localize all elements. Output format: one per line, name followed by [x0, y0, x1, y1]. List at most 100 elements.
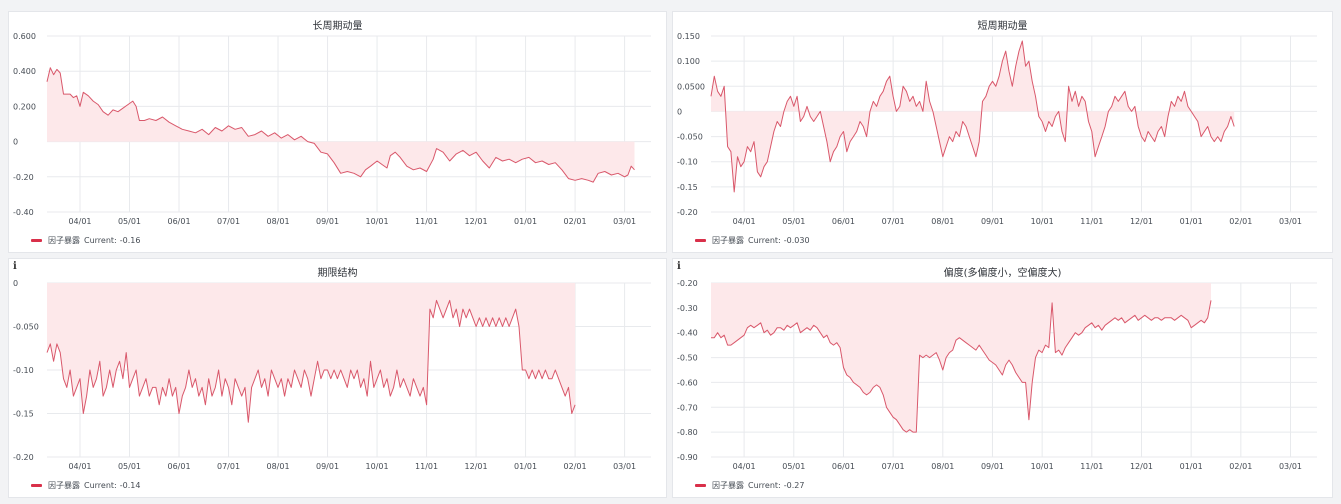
- chart-title: 长周期动量: [312, 21, 363, 32]
- x-tick-label: 02/01: [564, 462, 587, 471]
- y-tick-label: -0.15: [677, 183, 698, 192]
- x-tick-label: 04/01: [68, 217, 91, 226]
- x-tick-label: 11/01: [1080, 217, 1103, 226]
- y-tick-label: 0.400: [13, 67, 36, 76]
- legend-current-value: -0.27: [783, 481, 805, 490]
- y-tick-label: -0.90: [677, 453, 698, 462]
- x-tick-label: 07/01: [217, 217, 240, 226]
- x-tick-label: 12/01: [1130, 217, 1153, 226]
- y-tick-label: 0.600: [13, 32, 36, 41]
- chart-plot: -0.20 -0.15 -0.10 -0.050 0 04/01 05/01 06/01 07/…: [13, 279, 651, 471]
- x-tick-label: 03/01: [613, 462, 636, 471]
- legend-series-name: 因子暴露: [712, 236, 744, 245]
- chart-legend[interactable]: 因子暴露 Current: -0.14: [31, 480, 140, 491]
- y-tick-label: -0.10: [13, 366, 34, 375]
- y-tick-label: -0.050: [13, 323, 39, 332]
- y-tick-label: -0.10: [677, 158, 698, 167]
- x-tick-label: 03/01: [1279, 462, 1302, 471]
- series-area: [711, 41, 1235, 192]
- series-area: [711, 283, 1211, 433]
- x-tick-label: 06/01: [167, 462, 190, 471]
- y-tick-label: -0.20: [677, 208, 698, 217]
- y-tick-label: -0.15: [13, 410, 34, 419]
- x-tick-label: 11/01: [415, 462, 438, 471]
- x-tick-label: 04/01: [733, 217, 756, 226]
- x-tick-label: 07/01: [882, 462, 905, 471]
- y-tick-label: 0: [13, 138, 18, 147]
- x-tick-label: 05/01: [118, 217, 141, 226]
- x-tick-label: 02/01: [564, 217, 587, 226]
- x-tick-label: 06/01: [832, 217, 855, 226]
- x-tick-label: 04/01: [733, 462, 756, 471]
- chart-title: 短周期动量: [977, 21, 1028, 32]
- y-tick-label: -0.30: [677, 304, 698, 313]
- x-tick-label: 09/01: [316, 462, 339, 471]
- chart-title: 期限结构: [317, 268, 358, 279]
- x-tick-label: 08/01: [931, 462, 954, 471]
- y-tick-label: 0.200: [13, 102, 36, 111]
- legend-current-value: -0.16: [119, 236, 141, 245]
- x-tick-label: 12/01: [465, 462, 488, 471]
- x-tick-label: 02/01: [1229, 217, 1252, 226]
- x-tick-label: 01/01: [1180, 462, 1203, 471]
- chart-panel-term-structure: i 期限结构 -0.20 -0.15 -0.10 -0.050 0 04/01 05/01 0…: [8, 258, 667, 498]
- x-tick-label: 08/01: [931, 217, 954, 226]
- x-tick-label: 03/01: [1279, 217, 1302, 226]
- chart-plot: -0.20 -0.15 -0.10 -0.050 0 0.0500 0.100 0.150 04…: [677, 32, 1317, 226]
- x-tick-label: 08/01: [267, 462, 290, 471]
- chart-panel-skewness: i 偏度(多偏度小，空偏度大) -0.90 -0.80 -0.70 -0.60 -0.5…: [672, 258, 1333, 498]
- chart-legend[interactable]: 因子暴露 Current: -0.27: [695, 480, 804, 491]
- chart-legend[interactable]: 因子暴露 Current: -0.16: [31, 235, 140, 246]
- chart-title: 偏度(多偏度小，空偏度大): [943, 268, 1062, 279]
- legend-swatch: [31, 239, 42, 242]
- y-tick-label: 0: [677, 107, 682, 116]
- x-tick-label: 10/01: [1031, 217, 1054, 226]
- x-tick-label: 05/01: [782, 217, 805, 226]
- legend-current-label: Current:: [84, 481, 117, 490]
- x-tick-label: 03/01: [613, 217, 636, 226]
- x-tick-label: 10/01: [366, 462, 389, 471]
- chart-legend[interactable]: 因子暴露 Current: -0.030: [695, 235, 810, 246]
- y-tick-label: 0.0500: [677, 82, 705, 91]
- x-tick-label: 09/01: [981, 462, 1004, 471]
- x-tick-label: 02/01: [1229, 462, 1252, 471]
- x-tick-label: 06/01: [167, 217, 190, 226]
- x-tick-label: 07/01: [882, 217, 905, 226]
- x-tick-label: 07/01: [217, 462, 240, 471]
- info-icon[interactable]: i: [13, 261, 17, 272]
- legend-current-label: Current:: [748, 236, 781, 245]
- legend-series-name: 因子暴露: [48, 481, 80, 490]
- chart-panel-short-momentum: 短周期动量 -0.20 -0.15 -0.10 -0.050 0 0.0500 0.100 0…: [672, 11, 1333, 253]
- y-tick-label: -0.40: [677, 329, 698, 338]
- series-area: [47, 67, 635, 183]
- x-tick-label: 01/01: [514, 217, 537, 226]
- legend-current-value: -0.14: [119, 481, 141, 490]
- x-tick-label: 11/01: [415, 217, 438, 226]
- chart-panel-long-momentum: 长周期动量 -0.40 -0.20 0 0.200 0.400 0.600 04/01 05/…: [8, 11, 667, 253]
- y-tick-label: -0.50: [677, 354, 698, 363]
- series-line: [711, 300, 1212, 433]
- x-tick-label: 08/01: [267, 217, 290, 226]
- y-tick-label: -0.20: [13, 453, 34, 462]
- x-tick-label: 10/01: [1031, 462, 1054, 471]
- y-tick-label: -0.80: [677, 428, 698, 437]
- x-tick-label: 04/01: [68, 462, 91, 471]
- y-tick-label: -0.60: [677, 378, 698, 387]
- x-tick-label: 11/01: [1080, 462, 1103, 471]
- y-tick-label: -0.20: [677, 279, 698, 288]
- series-line: [710, 40, 1235, 193]
- legend-series-name: 因子暴露: [48, 236, 80, 245]
- legend-swatch: [31, 484, 42, 487]
- y-tick-label: 0: [13, 279, 18, 288]
- legend-swatch: [695, 239, 706, 242]
- y-tick-label: -0.20: [13, 173, 34, 182]
- legend-current-label: Current:: [748, 481, 781, 490]
- y-tick-label: 0.100: [677, 57, 700, 66]
- x-tick-label: 10/01: [366, 217, 389, 226]
- x-tick-label: 09/01: [981, 217, 1004, 226]
- y-tick-label: -0.050: [677, 133, 703, 142]
- x-tick-label: 12/01: [1130, 462, 1153, 471]
- info-icon[interactable]: i: [677, 261, 681, 272]
- legend-current-value: -0.030: [783, 236, 810, 245]
- legend-swatch: [695, 484, 706, 487]
